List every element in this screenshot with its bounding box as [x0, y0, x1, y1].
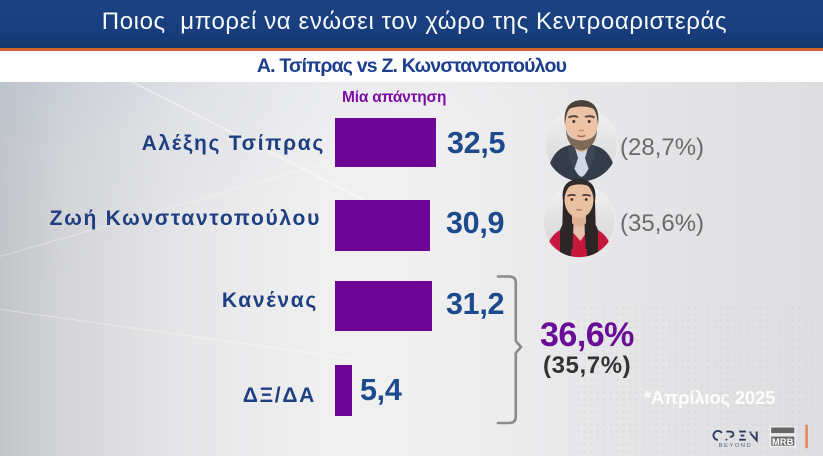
svg-text:MRB: MRB	[772, 437, 794, 447]
svg-text:BEYOND: BEYOND	[719, 443, 753, 449]
